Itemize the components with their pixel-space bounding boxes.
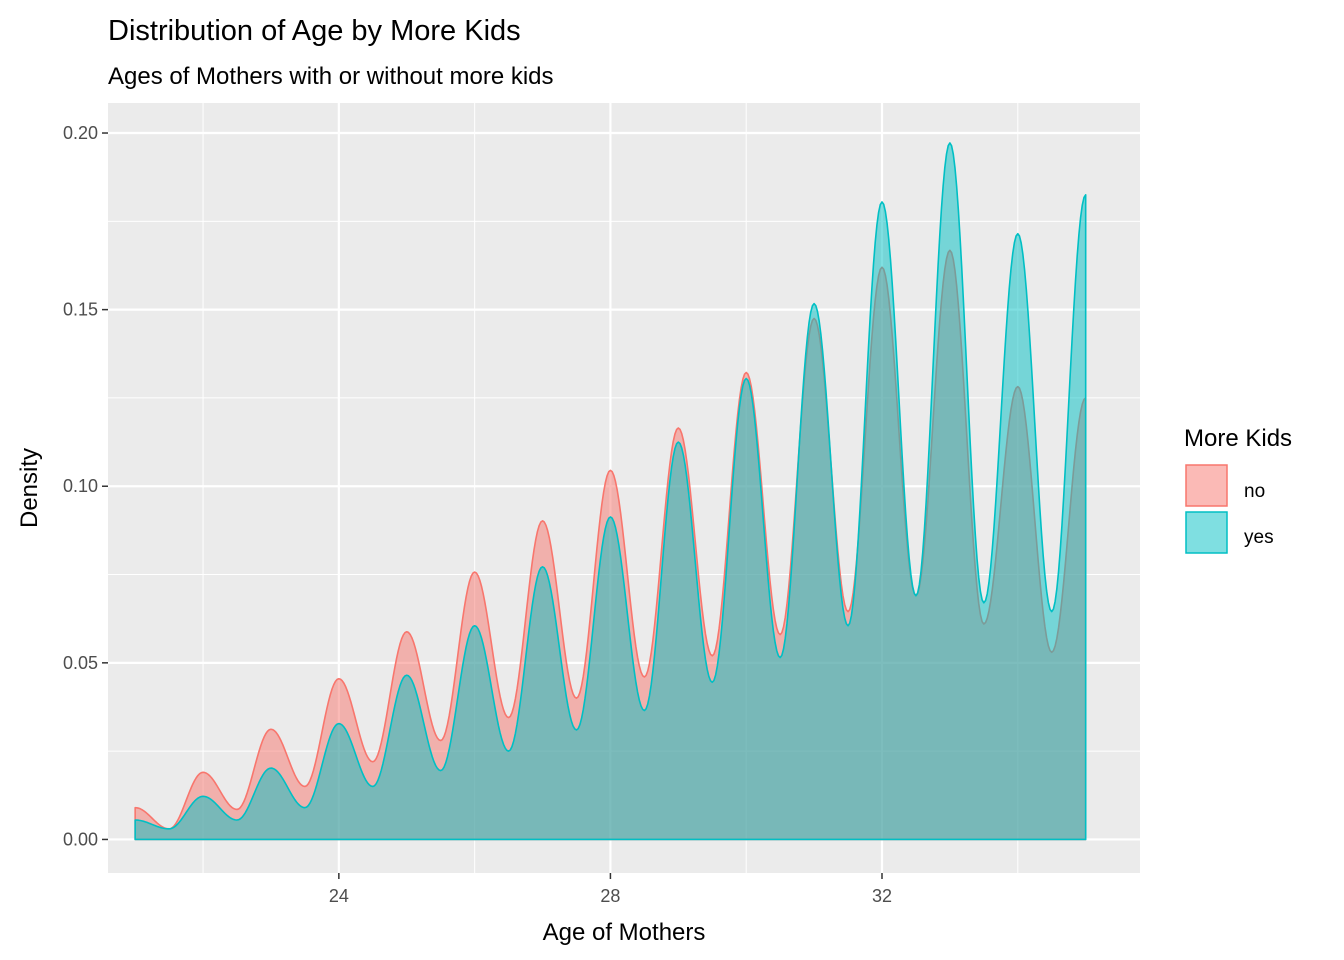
x-tick-label: 28 xyxy=(600,886,620,906)
legend-title: More Kids xyxy=(1184,425,1292,452)
density-area-yes xyxy=(134,142,1087,841)
x-tick-label: 24 xyxy=(329,886,349,906)
y-tick-label: 0.15 xyxy=(63,300,98,320)
y-axis-ticks: 0.00 0.05 0.10 0.15 0.20 xyxy=(63,123,108,849)
legend-label-no: no xyxy=(1244,481,1265,502)
x-tick-label: 32 xyxy=(872,886,892,906)
x-axis-title: Age of Mothers xyxy=(543,919,706,946)
legend-label-yes: yes xyxy=(1244,527,1274,548)
y-tick-label: 0.00 xyxy=(63,829,98,849)
x-axis-ticks: 24 28 32 xyxy=(329,873,892,906)
y-tick-label: 0.20 xyxy=(63,123,98,143)
y-tick-label: 0.05 xyxy=(63,653,98,673)
legend-key-no xyxy=(1185,464,1228,507)
legend: More Kids no yes xyxy=(1184,425,1292,554)
y-tick-label: 0.10 xyxy=(63,476,98,496)
y-axis-title: Density xyxy=(16,448,43,528)
legend-key-yes xyxy=(1185,511,1228,554)
density-areas xyxy=(134,142,1087,841)
chart-subtitle: Ages of Mothers with or without more kid… xyxy=(108,63,554,90)
chart-title: Distribution of Age by More Kids xyxy=(108,15,521,47)
